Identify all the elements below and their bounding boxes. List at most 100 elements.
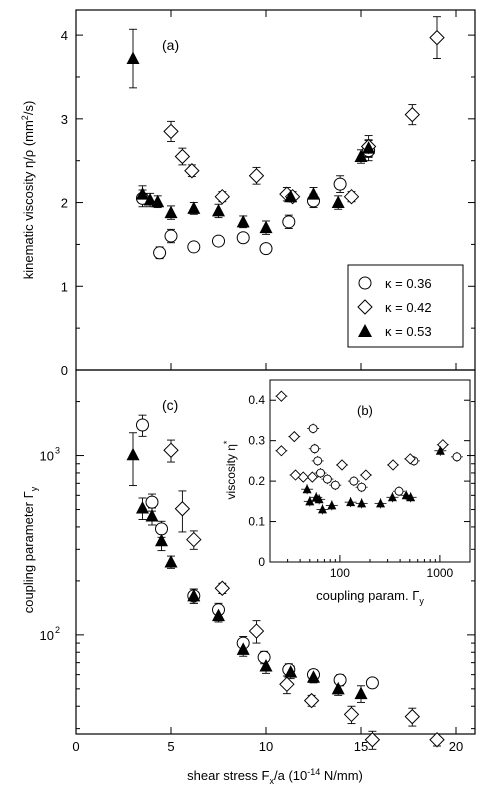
- point-b-s2: [387, 492, 397, 502]
- point-c-s2: [136, 500, 149, 514]
- point-c-s1: [174, 501, 191, 517]
- ytick-label-a: 3: [61, 112, 68, 127]
- ylabel-c: coupling parameter Γy: [21, 486, 39, 613]
- point-a-s0: [259, 242, 273, 256]
- point-b-s0: [316, 468, 325, 478]
- point-c-s2: [259, 659, 273, 672]
- xtick-label-c: 5: [167, 739, 174, 754]
- xtick-label-b: 100: [330, 566, 350, 580]
- ytick-label-a: 1: [61, 279, 68, 294]
- point-a-s2: [307, 187, 320, 200]
- panel-b: 0 0.1 0.2 0.3 0.4 100 1000: [248, 390, 470, 580]
- point-b-s0: [452, 452, 462, 462]
- point-b-s1: [336, 459, 348, 471]
- point-b-s2: [346, 497, 356, 507]
- xtick-label-c: 10: [259, 739, 273, 754]
- panel-b-label: (b): [357, 403, 373, 418]
- ytick-label-a: 0: [61, 363, 68, 378]
- point-a-s2: [187, 201, 201, 214]
- point-a-s0: [236, 231, 250, 245]
- point-c-s1: [214, 580, 231, 596]
- point-c-s2: [331, 681, 345, 695]
- point-c-s1: [248, 623, 265, 639]
- panel-b-frame: [269, 379, 471, 563]
- legend-label-2: κ = 0.53: [385, 324, 432, 339]
- point-a-s0: [153, 246, 167, 260]
- point-c-s1: [404, 708, 421, 725]
- ytick-label-b: 0: [258, 555, 265, 569]
- point-b-s2: [311, 492, 321, 502]
- xtick-label-b: 1000: [427, 566, 454, 580]
- point-b-s0: [357, 482, 367, 492]
- ytick-label-b: 0.2: [248, 474, 265, 488]
- point-b-s0: [349, 476, 359, 486]
- point-b-s2: [327, 500, 337, 510]
- point-a-s1: [429, 29, 445, 46]
- point-a-s0: [164, 229, 178, 243]
- point-a-s1: [174, 148, 191, 165]
- point-b-s2: [401, 490, 411, 500]
- point-a-s1: [163, 123, 179, 140]
- point-a-s2: [259, 220, 273, 234]
- point-b-s2: [435, 445, 445, 455]
- point-c-s2: [354, 686, 368, 700]
- point-b-s1: [360, 469, 372, 481]
- point-b-s1: [275, 445, 288, 457]
- point-a-s2: [164, 205, 178, 219]
- point-a-s2: [126, 51, 140, 65]
- point-b-s2: [305, 496, 315, 506]
- point-c-s1: [186, 531, 202, 548]
- point-a-s2: [354, 149, 368, 163]
- point-c-s0: [136, 418, 149, 432]
- legend-label-0: κ = 0.36: [385, 276, 432, 291]
- point-c-s1: [343, 706, 360, 723]
- point-b-s2: [318, 504, 328, 514]
- ytick-label-c: 10: [40, 449, 54, 464]
- point-c-s1: [429, 732, 445, 748]
- xtick-label-c: 15: [354, 739, 368, 754]
- xlabel-main: shear stress Fx/a (10-14 N/mm): [187, 767, 363, 786]
- point-a-s2: [362, 141, 376, 154]
- point-c-s2: [284, 665, 298, 678]
- point-b-s2: [357, 498, 367, 508]
- point-c-s0: [155, 522, 168, 536]
- panel-a: 0 1 2 3 4: [61, 10, 475, 378]
- point-c-s0: [365, 676, 379, 690]
- point-a-s2: [284, 189, 298, 203]
- point-c-s0: [333, 673, 347, 687]
- point-b-s0: [310, 444, 320, 454]
- xlabel-b: coupling param. Γy: [316, 588, 424, 606]
- point-c-s2: [187, 588, 201, 602]
- point-b-s1: [289, 469, 302, 481]
- point-a-s1: [343, 188, 360, 205]
- point-c-s2: [126, 447, 140, 461]
- point-a-s2: [212, 203, 225, 217]
- point-b-s1: [288, 430, 300, 443]
- ylabel-a: kinematic viscosity η/ρ (mm2/s): [20, 101, 36, 280]
- point-a-s0: [212, 234, 225, 248]
- point-c-s0: [257, 650, 271, 664]
- point-c-s1: [364, 732, 381, 748]
- legend-marker-circle: [358, 276, 372, 290]
- point-c-s2: [164, 554, 178, 568]
- xtick-label-c: 0: [72, 739, 79, 754]
- point-b-s1: [437, 439, 449, 451]
- panel-c: 10 210 30 5 10 15 20: [40, 401, 475, 754]
- legend: κ = 0.36 κ = 0.42 κ = 0.53: [347, 264, 464, 348]
- xtick-label-c: 20: [449, 739, 463, 754]
- point-c-s2: [212, 608, 225, 622]
- point-c-s1: [163, 442, 179, 458]
- point-c-s2: [155, 533, 168, 547]
- point-b-s1: [404, 453, 416, 465]
- ytick-label-b: 0.4: [248, 393, 265, 407]
- point-b-s2: [302, 484, 312, 494]
- panel-c-frame: [75, 369, 476, 735]
- legend-marker-triangle: [358, 324, 372, 337]
- ytick-label-b: 0.3: [248, 434, 265, 448]
- point-a-s0: [282, 215, 296, 229]
- point-c-s2: [307, 670, 320, 683]
- point-c-s0: [145, 495, 159, 509]
- ytick-label-b: 0.1: [248, 515, 265, 529]
- point-b-s0: [394, 486, 404, 496]
